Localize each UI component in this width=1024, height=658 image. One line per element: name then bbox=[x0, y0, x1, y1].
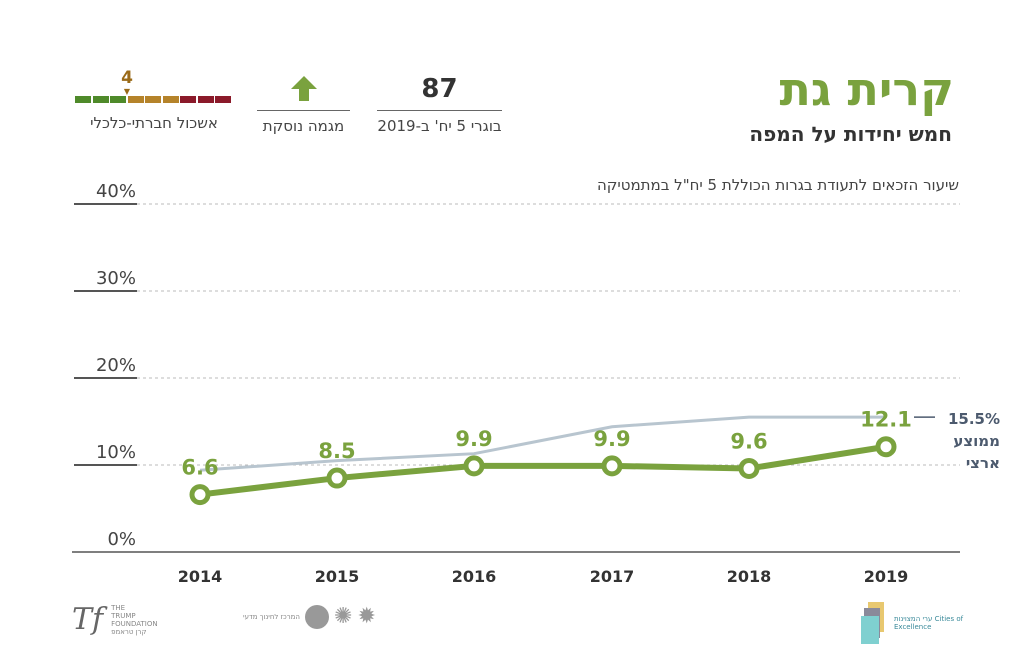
y-tick-label: 20% bbox=[96, 355, 136, 376]
page-title: קרית גת bbox=[779, 62, 954, 116]
city-data-label: 12.1 bbox=[860, 408, 912, 432]
city-point bbox=[875, 436, 897, 458]
city-data-label: 8.5 bbox=[318, 439, 355, 463]
cluster-segment bbox=[215, 96, 232, 103]
stat-graduates: 87 בוגרי 5 יח' ב-2019 bbox=[377, 74, 502, 135]
city-point bbox=[189, 484, 211, 506]
trump-foundation-logo: Tf THE TRUMP FOUNDATION קרן טראמפ bbox=[72, 602, 158, 637]
cluster-scale bbox=[74, 96, 234, 104]
cluster-segment bbox=[145, 96, 162, 103]
x-tick-label: 2019 bbox=[864, 567, 909, 586]
y-tick-label: 30% bbox=[96, 268, 136, 289]
cluster-segment bbox=[197, 96, 214, 103]
city-data-label: 9.6 bbox=[730, 429, 767, 453]
x-tick-label: 2018 bbox=[727, 567, 772, 586]
national-average-label: 15.5% ממוצע ארצי bbox=[940, 408, 1000, 474]
y-tick-label: 10% bbox=[96, 442, 136, 463]
cluster-segment bbox=[180, 96, 197, 103]
chart-title: שיעור הזכאים לתעודת בגרות הכוללת 5 יח"ל … bbox=[596, 176, 959, 194]
city-data-label: 9.9 bbox=[593, 427, 630, 451]
cluster-segment bbox=[75, 96, 92, 103]
cluster-segment bbox=[127, 96, 144, 103]
stat-value: 87 bbox=[421, 74, 458, 104]
city-data-label: 9.9 bbox=[455, 427, 492, 451]
stat-trend: מגמה נוסקת bbox=[257, 74, 350, 135]
y-tick-label: 40% bbox=[96, 181, 136, 202]
x-tick-label: 2017 bbox=[590, 567, 635, 586]
stat-cluster: 4 ▼ אשכול חברתי-כלכלי bbox=[74, 68, 234, 132]
x-tick-label: 2014 bbox=[178, 567, 223, 586]
stat-label: מגמה נוסקת bbox=[262, 117, 345, 135]
cluster-value: 4 bbox=[121, 68, 133, 88]
line-chart: 0% 10% 20% 30% 40% 2014 2015 2016 2017 2018 2019 6.… bbox=[72, 181, 960, 586]
cluster-segment bbox=[110, 96, 127, 103]
y-tick-label: 0% bbox=[107, 529, 136, 550]
up-arrow-icon bbox=[257, 74, 350, 108]
cities-of-excellence-logo: ערי המצוינות Cities of Excellence bbox=[860, 600, 964, 646]
city-data-label: 6.6 bbox=[181, 456, 218, 480]
x-tick-label: 2016 bbox=[452, 567, 497, 586]
page-subtitle: חמש יחידות על המפה bbox=[749, 122, 952, 146]
partner-logos: המרכז לחינוך מדעי ✺ ✹ bbox=[243, 604, 376, 629]
city-line bbox=[199, 443, 887, 498]
cluster-segment bbox=[162, 96, 179, 103]
national-end-value: 15.5% bbox=[947, 410, 1000, 428]
city-point bbox=[326, 467, 348, 489]
x-tick-label: 2015 bbox=[315, 567, 360, 586]
cluster-segment bbox=[92, 96, 109, 103]
stat-label: אשכול חברתי-כלכלי bbox=[90, 114, 218, 132]
city-point bbox=[463, 455, 485, 477]
city-point bbox=[601, 455, 623, 477]
stat-label: בוגרי 5 יח' ב-2019 bbox=[377, 117, 502, 135]
national-series-name: ממוצע ארצי bbox=[953, 432, 1000, 472]
city-point bbox=[738, 457, 760, 479]
national-average-line bbox=[199, 415, 886, 472]
